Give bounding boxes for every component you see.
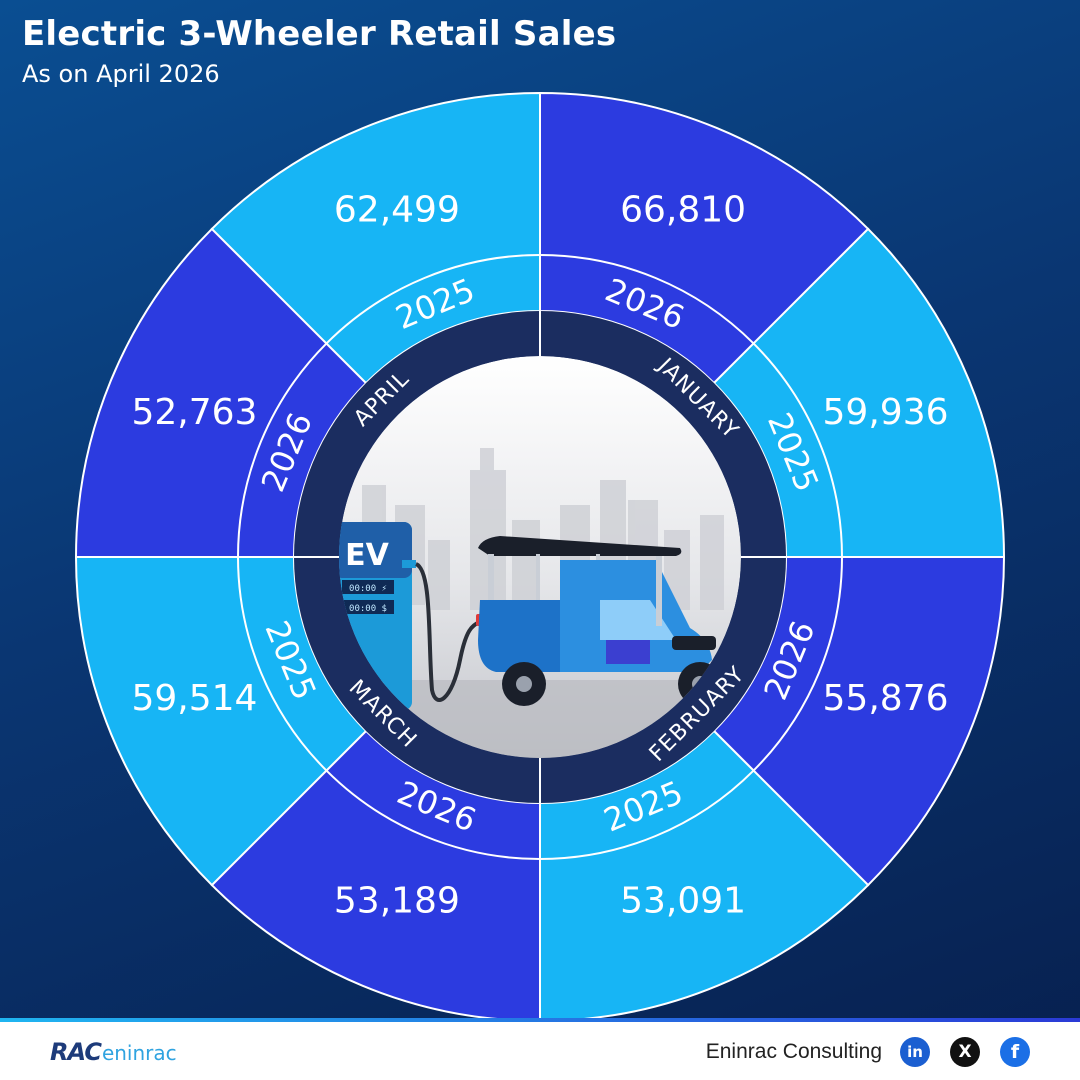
linkedin-icon[interactable]: in [900,1037,930,1067]
charger-display-1: 00:00 ⚡ [349,584,387,594]
value-march-2026: 53,189 [334,881,460,922]
ring-divider-april-2025 [325,254,541,345]
value-february-2025: 53,091 [620,881,746,922]
value-january-2025: 59,936 [823,392,949,433]
footer-accent-line [0,1018,1080,1023]
logo-mark: RAC [50,1038,102,1066]
company-name: Eninrac Consulting [705,1040,882,1063]
value-april-2026: 52,763 [131,392,257,433]
ev-station-label: EV [345,538,389,573]
value-january-2026: 66,810 [620,189,746,230]
auto-rickshaw-icon [478,536,722,706]
sales-segments: 66,810202659,936202555,876202653,0912025… [74,91,1006,1023]
page-title: Electric 3-Wheeler Retail Sales [22,14,617,54]
page-subtitle: As on April 2026 [22,60,220,88]
value-february-2026: 55,876 [823,678,949,719]
value-march-2025: 59,514 [131,678,257,719]
x-icon[interactable]: X [950,1037,980,1067]
value-april-2025: 62,499 [334,189,460,230]
eninrac-logo: RAC eninrac [50,1038,177,1066]
logo-text: eninrac [101,1041,177,1065]
charger-display-2: 00:00 $ [349,604,387,614]
facebook-icon[interactable]: f [1000,1037,1030,1067]
